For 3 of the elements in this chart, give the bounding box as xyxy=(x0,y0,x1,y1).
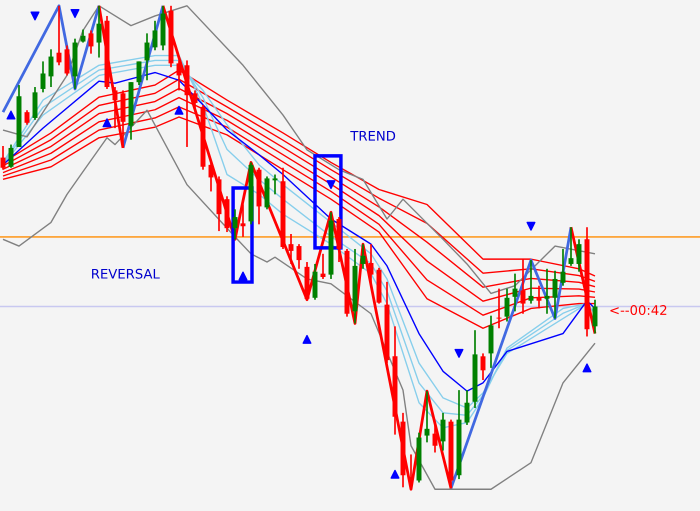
text: <--00:42 xyxy=(610,305,666,316)
annotation: TREND xyxy=(350,130,396,141)
annotation: REVERSAL xyxy=(92,268,160,279)
